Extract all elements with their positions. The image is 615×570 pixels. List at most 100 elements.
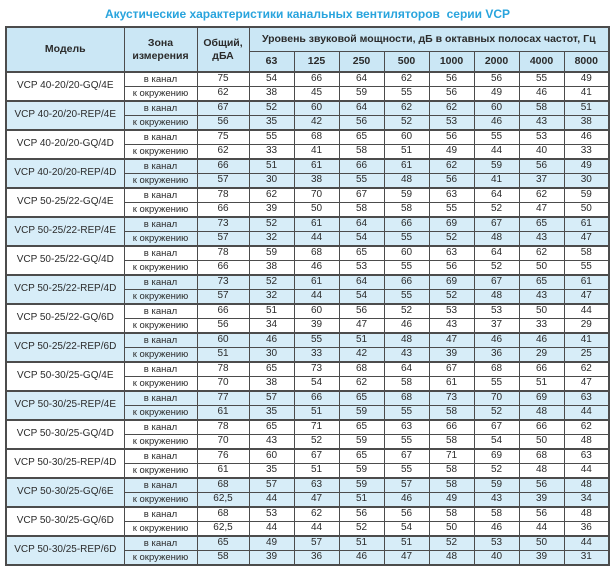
band-level-cell: 67 [383, 448, 430, 464]
band-level-cell: 55 [293, 332, 340, 348]
zone-cell: в канал [123, 506, 198, 522]
band-level-cell: 39 [248, 202, 295, 218]
band-level-cell: 65 [518, 274, 565, 290]
band-level-cell: 62 [383, 100, 430, 116]
band-level-cell: 50 [518, 434, 565, 450]
band-level-cell: 38 [248, 260, 295, 276]
band-level-cell: 36 [473, 347, 520, 363]
total-dba-cell: 78 [196, 245, 250, 261]
total-dba-cell: 73 [196, 274, 250, 290]
band-level-cell: 66 [383, 274, 430, 290]
band-level-cell: 53 [428, 115, 475, 131]
band-level-cell: 66 [293, 390, 340, 406]
band-level-cell: 61 [428, 376, 475, 392]
band-level-cell: 46 [383, 318, 430, 334]
band-level-cell: 51 [383, 535, 430, 551]
band-level-cell: 61 [563, 216, 610, 232]
total-dba-cell: 66 [196, 158, 250, 174]
band-level-cell: 56 [518, 158, 565, 174]
table-row: к окружению 70 43 52 59 55 58 54 50 48 [6, 434, 610, 450]
band-level-cell: 41 [563, 86, 610, 102]
band-level-cell: 62 [248, 187, 295, 203]
zone-cell: в канал [123, 158, 198, 174]
table-body: VCP 40-20/20-GQ/4E в канал 75 54 66 64 62 56 56 5… [5, 71, 610, 566]
header-frequency-4000: 4000 [518, 51, 565, 73]
band-level-cell: 48 [473, 289, 520, 305]
band-level-cell: 35 [248, 115, 295, 131]
band-level-cell: 65 [338, 129, 385, 145]
band-level-cell: 41 [563, 332, 610, 348]
band-level-cell: 48 [428, 550, 475, 566]
model-cell: VCP 40-20/20-GQ/4E [5, 71, 125, 102]
table-row: к окружению 61 35 51 59 55 58 52 48 44 [6, 405, 610, 421]
band-level-cell: 59 [338, 434, 385, 450]
band-level-cell: 58 [428, 477, 475, 493]
band-level-cell: 70 [473, 390, 520, 406]
table-row: к окружению 56 34 39 47 46 43 37 33 29 [6, 318, 610, 334]
band-level-cell: 47 [338, 318, 385, 334]
band-level-cell: 55 [383, 231, 430, 247]
table-row: к окружению 57 32 44 54 55 52 48 43 47 [6, 289, 610, 305]
band-level-cell: 39 [518, 550, 565, 566]
header-frequency-8000: 8000 [563, 51, 610, 73]
band-level-cell: 51 [383, 144, 430, 160]
band-level-cell: 58 [338, 144, 385, 160]
band-level-cell: 38 [248, 376, 295, 392]
table-row: VCP 40-20/20-GQ/4D в канал 75 55 68 65 60 56 55 5… [5, 129, 610, 160]
zone-cell: к окружению [123, 144, 198, 160]
total-dba-cell: 70 [196, 434, 250, 450]
band-level-cell: 71 [293, 419, 340, 435]
band-level-cell: 44 [248, 521, 295, 537]
model-cell: VCP 50-25/22-GQ/4D [5, 245, 125, 276]
band-level-cell: 52 [428, 231, 475, 247]
band-level-cell: 65 [518, 216, 565, 232]
band-level-cell: 46 [338, 550, 385, 566]
band-level-cell: 40 [473, 550, 520, 566]
band-level-cell: 46 [473, 115, 520, 131]
table-row: к окружению 57 32 44 54 55 52 48 43 47 [6, 231, 610, 247]
band-level-cell: 52 [248, 274, 295, 290]
header-spectrum: Уровень звуковой мощности, дБ в октавных… [248, 26, 610, 52]
band-level-cell: 51 [518, 376, 565, 392]
band-level-cell: 48 [383, 173, 430, 189]
model-cell: VCP 40-20/20-REP/4E [5, 100, 125, 131]
band-level-cell: 63 [563, 448, 610, 464]
band-level-cell: 58 [428, 405, 475, 421]
band-level-cell: 69 [518, 390, 565, 406]
model-cell: VCP 50-25/22-GQ/6D [5, 303, 125, 334]
band-level-cell: 44 [293, 521, 340, 537]
total-dba-cell: 66 [196, 202, 250, 218]
band-level-cell: 47 [383, 550, 430, 566]
band-level-cell: 68 [473, 361, 520, 377]
band-level-cell: 42 [338, 347, 385, 363]
total-dba-cell: 56 [196, 318, 250, 334]
band-level-cell: 25 [563, 347, 610, 363]
band-level-cell: 58 [428, 463, 475, 479]
band-level-cell: 57 [293, 535, 340, 551]
band-level-cell: 69 [473, 448, 520, 464]
band-level-cell: 48 [563, 434, 610, 450]
band-level-cell: 52 [473, 260, 520, 276]
zone-cell: к окружению [123, 318, 198, 334]
band-level-cell: 62 [338, 376, 385, 392]
band-level-cell: 52 [248, 216, 295, 232]
zone-cell: в канал [123, 419, 198, 435]
band-level-cell: 55 [518, 71, 565, 87]
zone-cell: к окружению [123, 115, 198, 131]
total-dba-cell: 60 [196, 332, 250, 348]
band-level-cell: 54 [248, 71, 295, 87]
band-level-cell: 33 [293, 347, 340, 363]
band-level-cell: 62 [428, 158, 475, 174]
table-row: VCP 40-20/20-REP/4E в канал 67 52 60 64 62 62 60… [5, 100, 610, 131]
band-level-cell: 62 [518, 245, 565, 261]
zone-cell: к окружению [123, 86, 198, 102]
band-level-cell: 62 [563, 361, 610, 377]
band-level-cell: 58 [338, 202, 385, 218]
band-level-cell: 44 [293, 289, 340, 305]
table-row: к окружению 62 38 45 59 55 56 49 46 41 [6, 86, 610, 102]
band-level-cell: 52 [428, 535, 475, 551]
band-level-cell: 58 [563, 245, 610, 261]
band-level-cell: 61 [383, 158, 430, 174]
band-level-cell: 67 [293, 448, 340, 464]
table-row: VCP 50-25/22-GQ/4D в канал 78 59 68 65 60 63 64 6… [5, 245, 610, 276]
